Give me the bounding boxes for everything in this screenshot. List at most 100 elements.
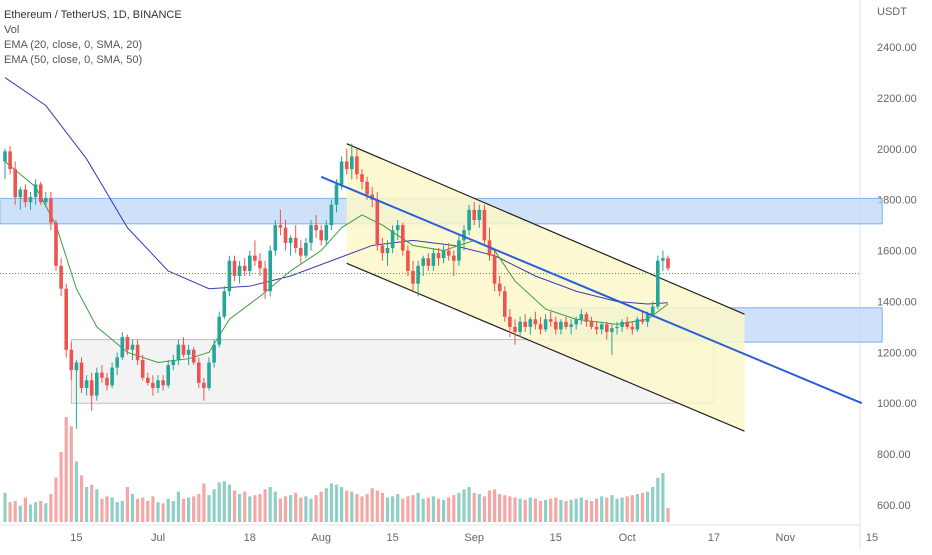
candle[interactable] <box>33 179 38 205</box>
candle[interactable] <box>334 179 339 213</box>
candle[interactable] <box>120 331 125 360</box>
candle[interactable] <box>161 375 165 391</box>
candle[interactable] <box>181 337 186 358</box>
candle[interactable] <box>13 161 17 205</box>
candle[interactable] <box>610 324 614 355</box>
candle[interactable] <box>135 339 140 366</box>
candle[interactable] <box>543 314 548 332</box>
candle[interactable] <box>314 214 318 238</box>
candle[interactable] <box>605 321 609 340</box>
candle[interactable] <box>533 311 538 330</box>
candle[interactable] <box>426 253 431 271</box>
candle[interactable] <box>640 311 645 325</box>
ema20-indicator-label[interactable]: EMA (20, close, 0, SMA, 20) <box>4 39 143 51</box>
candle[interactable] <box>584 311 589 327</box>
candle[interactable] <box>125 334 130 355</box>
candle[interactable] <box>105 372 109 391</box>
candle[interactable] <box>497 276 502 297</box>
candle[interactable] <box>23 184 28 208</box>
candle[interactable] <box>579 309 584 325</box>
candle[interactable] <box>253 240 257 266</box>
candle[interactable] <box>89 372 94 411</box>
candle[interactable] <box>355 148 359 180</box>
candle[interactable] <box>222 286 227 320</box>
candle[interactable] <box>436 248 441 266</box>
candle[interactable] <box>293 225 298 254</box>
candle[interactable] <box>390 225 395 254</box>
candle[interactable] <box>273 220 278 256</box>
candle[interactable] <box>197 357 201 388</box>
candle[interactable] <box>69 342 74 381</box>
candle[interactable] <box>554 316 558 335</box>
candle[interactable] <box>28 192 33 210</box>
volume-indicator-label[interactable]: Vol <box>4 24 20 36</box>
candle[interactable] <box>283 220 288 251</box>
candle[interactable] <box>538 316 543 335</box>
candle[interactable] <box>395 220 400 241</box>
candle[interactable] <box>650 301 655 317</box>
candle[interactable] <box>467 204 471 236</box>
candle[interactable] <box>258 253 262 276</box>
candle[interactable] <box>140 354 145 381</box>
candle[interactable] <box>146 372 150 386</box>
candle[interactable] <box>635 316 640 332</box>
candle[interactable] <box>242 258 247 276</box>
candle[interactable] <box>661 250 665 271</box>
candle[interactable] <box>212 339 216 368</box>
candle[interactable] <box>191 347 196 366</box>
candle[interactable] <box>446 242 451 261</box>
candle[interactable] <box>350 143 354 180</box>
candle[interactable] <box>64 283 68 358</box>
candle[interactable] <box>421 255 425 276</box>
candle[interactable] <box>457 235 461 266</box>
candle[interactable] <box>232 255 237 282</box>
candle[interactable] <box>564 316 568 330</box>
candle[interactable] <box>477 204 482 228</box>
candle[interactable] <box>615 321 619 335</box>
candle[interactable] <box>54 220 58 271</box>
candle[interactable] <box>248 250 252 276</box>
candle[interactable] <box>594 321 599 335</box>
candle[interactable] <box>304 237 308 259</box>
candle[interactable] <box>411 260 415 292</box>
candle[interactable] <box>100 365 104 383</box>
candle[interactable] <box>492 250 497 292</box>
ema50-indicator-label[interactable]: EMA (50, close, 0, SMA, 50) <box>4 54 143 66</box>
candle[interactable] <box>559 319 563 335</box>
candle[interactable] <box>319 225 323 246</box>
candle[interactable] <box>630 321 635 335</box>
candle[interactable] <box>503 286 507 322</box>
candle[interactable] <box>599 321 604 335</box>
candle[interactable] <box>569 319 573 335</box>
ema20-line[interactable] <box>4 161 669 364</box>
candle[interactable] <box>385 240 390 266</box>
candle[interactable] <box>79 357 84 394</box>
candle[interactable] <box>18 186 23 210</box>
candle[interactable] <box>38 181 43 205</box>
candle[interactable] <box>84 375 89 396</box>
candle[interactable] <box>95 367 99 401</box>
candle[interactable] <box>574 316 578 330</box>
candle[interactable] <box>406 245 410 276</box>
symbol-title[interactable]: Ethereum / TetherUS, 1D, BINANCE <box>4 9 182 21</box>
candle[interactable] <box>589 316 594 330</box>
blue-trendline[interactable] <box>320 175 863 405</box>
candle[interactable] <box>441 245 446 264</box>
candle[interactable] <box>513 319 517 345</box>
candle[interactable] <box>74 359 79 429</box>
candle[interactable] <box>339 156 344 190</box>
candle[interactable] <box>656 255 660 310</box>
candle[interactable] <box>380 237 385 261</box>
candle[interactable] <box>3 148 7 180</box>
candle[interactable] <box>309 220 313 251</box>
candle[interactable] <box>299 240 303 264</box>
candle[interactable] <box>227 255 232 297</box>
candle[interactable] <box>416 260 420 297</box>
candle[interactable] <box>288 235 293 256</box>
candle[interactable] <box>110 362 114 388</box>
candle[interactable] <box>217 311 221 348</box>
channel-upper-line[interactable] <box>346 143 745 315</box>
channel-fill[interactable] <box>346 143 745 432</box>
